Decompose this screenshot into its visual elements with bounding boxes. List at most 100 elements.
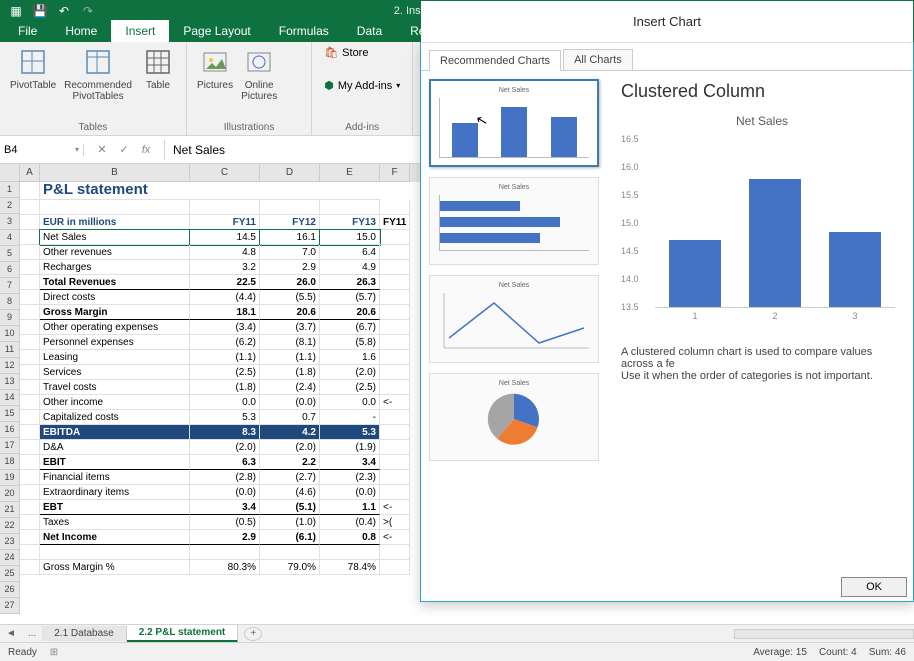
save-icon[interactable]: 💾: [32, 3, 48, 19]
cell[interactable]: (5.5): [260, 290, 320, 305]
cell[interactable]: 18.1: [190, 305, 260, 320]
cell[interactable]: (5.1): [260, 500, 320, 515]
cell[interactable]: (0.4): [320, 515, 380, 530]
row-header[interactable]: 7: [0, 278, 20, 294]
cell[interactable]: 6.3: [190, 455, 260, 470]
cell[interactable]: [380, 485, 410, 500]
cell[interactable]: -: [320, 410, 380, 425]
cell[interactable]: (2.8): [190, 470, 260, 485]
cell[interactable]: (2.5): [190, 365, 260, 380]
cell[interactable]: Leasing: [40, 350, 190, 365]
cell[interactable]: 80.3%: [190, 560, 260, 575]
cell[interactable]: [40, 545, 190, 560]
cell[interactable]: Extraordinary items: [40, 485, 190, 500]
cell[interactable]: 3.2: [190, 260, 260, 275]
sheet-more[interactable]: ...: [22, 628, 42, 639]
cell[interactable]: [380, 305, 410, 320]
cell[interactable]: [260, 200, 320, 215]
cell[interactable]: Capitalized costs: [40, 410, 190, 425]
cell[interactable]: Other operating expenses: [40, 320, 190, 335]
cell[interactable]: Recharges: [40, 260, 190, 275]
column-header-b[interactable]: B: [40, 164, 190, 182]
row-header[interactable]: 8: [0, 294, 20, 310]
cell[interactable]: [380, 275, 410, 290]
cell[interactable]: (6.7): [320, 320, 380, 335]
dialog-tab-recommended[interactable]: Recommended Charts: [429, 50, 561, 71]
cell[interactable]: <-: [380, 530, 410, 545]
cell[interactable]: [380, 455, 410, 470]
row-header[interactable]: 9: [0, 310, 20, 326]
cell[interactable]: (1.8): [190, 380, 260, 395]
cell[interactable]: [20, 500, 40, 515]
cell[interactable]: [20, 200, 40, 215]
column-header-a[interactable]: A: [20, 164, 40, 182]
cell[interactable]: Net Sales: [40, 230, 190, 245]
row-header[interactable]: 16: [0, 422, 20, 438]
row-header[interactable]: 15: [0, 406, 20, 422]
row-header[interactable]: 27: [0, 598, 20, 614]
cell[interactable]: Direct costs: [40, 290, 190, 305]
cell[interactable]: Gross Margin %: [40, 560, 190, 575]
cell[interactable]: (2.4): [260, 380, 320, 395]
row-header[interactable]: 19: [0, 470, 20, 486]
cell[interactable]: 3.4: [190, 500, 260, 515]
cell[interactable]: 22.5: [190, 275, 260, 290]
cell[interactable]: [20, 440, 40, 455]
cell[interactable]: [20, 530, 40, 545]
cell[interactable]: 2.9: [190, 530, 260, 545]
row-header[interactable]: 6: [0, 262, 20, 278]
ok-button[interactable]: OK: [841, 577, 907, 597]
cell[interactable]: [380, 560, 410, 575]
cell[interactable]: [20, 305, 40, 320]
cell[interactable]: [20, 320, 40, 335]
row-header[interactable]: 26: [0, 582, 20, 598]
cell[interactable]: [380, 425, 410, 440]
cell[interactable]: 3.4: [320, 455, 380, 470]
row-header[interactable]: 18: [0, 454, 20, 470]
pictures-button[interactable]: Pictures: [195, 44, 235, 112]
cell[interactable]: [20, 275, 40, 290]
cell[interactable]: >(: [380, 515, 410, 530]
column-header-c[interactable]: C: [190, 164, 260, 182]
cell[interactable]: Personnel expenses: [40, 335, 190, 350]
cell[interactable]: [380, 200, 410, 215]
cell[interactable]: [20, 215, 40, 230]
cell[interactable]: [20, 395, 40, 410]
cell[interactable]: [20, 290, 40, 305]
cell[interactable]: [380, 245, 410, 260]
cell[interactable]: (0.0): [320, 485, 380, 500]
cell[interactable]: 2.2: [260, 455, 320, 470]
cell[interactable]: (4.6): [260, 485, 320, 500]
row-header[interactable]: 24: [0, 550, 20, 566]
cell[interactable]: Total Revenues: [40, 275, 190, 290]
cell[interactable]: 0.7: [260, 410, 320, 425]
add-sheet-button[interactable]: +: [244, 627, 262, 641]
cell[interactable]: [20, 425, 40, 440]
row-header[interactable]: 2: [0, 198, 20, 214]
cell[interactable]: [380, 410, 410, 425]
cell[interactable]: [20, 260, 40, 275]
cell[interactable]: [380, 365, 410, 380]
cell[interactable]: (3.7): [260, 320, 320, 335]
cell[interactable]: (6.1): [260, 530, 320, 545]
cell[interactable]: [320, 545, 380, 560]
tab-insert[interactable]: Insert: [111, 20, 169, 42]
cell[interactable]: [380, 545, 410, 560]
row-header[interactable]: 12: [0, 358, 20, 374]
cell[interactable]: [380, 350, 410, 365]
cell[interactable]: (0.0): [260, 395, 320, 410]
tab-formulas[interactable]: Formulas: [265, 20, 343, 42]
cell[interactable]: (1.0): [260, 515, 320, 530]
cell[interactable]: (2.0): [190, 440, 260, 455]
tab-home[interactable]: Home: [51, 20, 111, 42]
row-header[interactable]: 22: [0, 518, 20, 534]
sheet-nav-left[interactable]: ◄: [0, 628, 22, 639]
thumb-clustered-column[interactable]: Net Sales: [429, 79, 599, 167]
cell[interactable]: [20, 410, 40, 425]
cell[interactable]: [380, 290, 410, 305]
cell[interactable]: [190, 545, 260, 560]
cell[interactable]: 20.6: [320, 305, 380, 320]
cell[interactable]: Travel costs: [40, 380, 190, 395]
row-header[interactable]: 25: [0, 566, 20, 582]
cell[interactable]: [380, 230, 410, 245]
